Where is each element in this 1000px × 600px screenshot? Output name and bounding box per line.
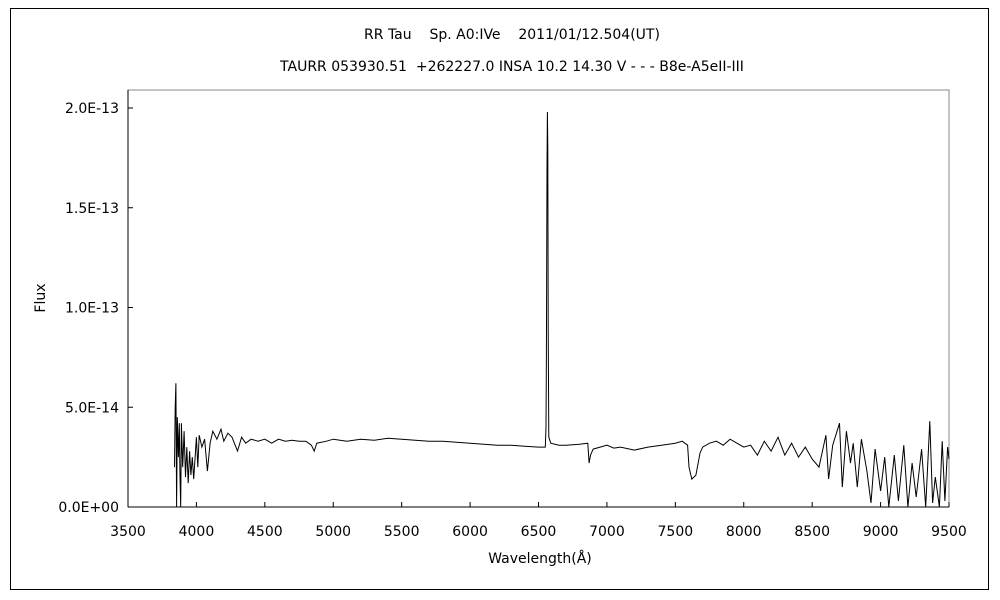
- x-tick-label: 3500: [110, 524, 146, 540]
- y-tick-label: 0.0E+00: [58, 500, 119, 516]
- y-tick-label: 2.0E-13: [65, 101, 119, 117]
- x-tick-label: 8500: [794, 524, 830, 540]
- x-tick-label: 8000: [726, 524, 762, 540]
- chart-title: RR Tau Sp. A0:IVe 2011/01/12.504(UT): [364, 27, 660, 43]
- x-tick-label: 7500: [658, 524, 694, 540]
- x-tick-label: 5000: [315, 524, 351, 540]
- plot-area: [127, 89, 950, 508]
- x-tick-label: 9500: [931, 524, 967, 540]
- y-tick-label: 1.5E-13: [65, 201, 119, 217]
- x-axis-label: Wavelength(Å): [488, 550, 592, 567]
- y-axis-label: Flux: [33, 283, 49, 312]
- x-tick-label: 6000: [452, 524, 488, 540]
- x-tick-label: 5500: [384, 524, 420, 540]
- x-tick-label: 6500: [521, 524, 557, 540]
- spectrum-line: [174, 111, 950, 508]
- y-tick-label: 1.0E-13: [65, 301, 119, 317]
- chart-subtitle: TAURR 053930.51 +262227.0 INSA 10.2 14.3…: [279, 59, 744, 75]
- y-tick-label: 5.0E-14: [65, 400, 119, 416]
- x-tick-label: 4500: [247, 524, 283, 540]
- chart-frame: [10, 8, 989, 590]
- x-tick-label: 4000: [179, 524, 215, 540]
- x-tick-label: 9000: [863, 524, 899, 540]
- x-tick-label: 7000: [589, 524, 625, 540]
